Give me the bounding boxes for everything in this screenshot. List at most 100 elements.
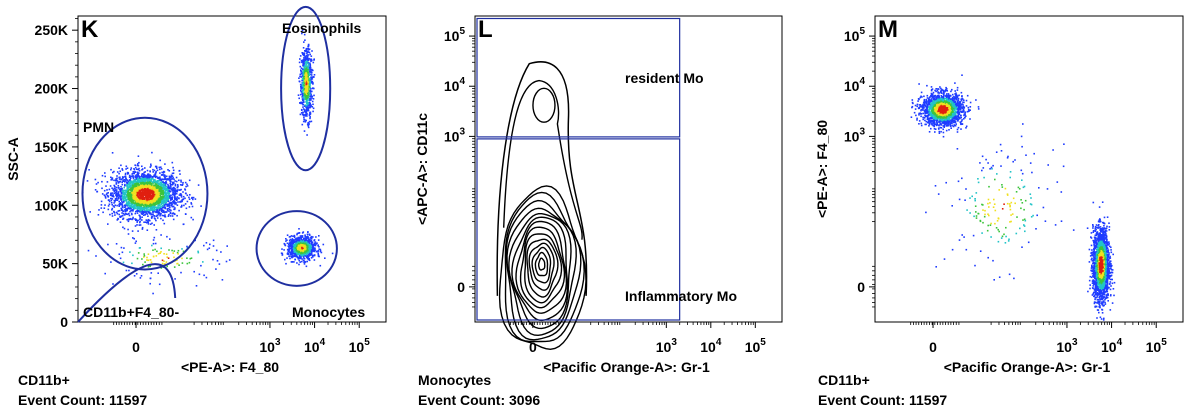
event-point <box>307 81 310 83</box>
event-point <box>166 186 169 189</box>
y-tick-label: 50K <box>42 256 68 272</box>
event-point <box>117 192 119 195</box>
event-point <box>155 170 157 173</box>
event-point <box>162 181 164 184</box>
event-point <box>310 253 313 256</box>
event-point <box>153 236 156 239</box>
event-point <box>180 181 182 183</box>
event-point <box>181 198 184 201</box>
event-point <box>150 178 153 181</box>
event-point <box>119 194 121 196</box>
event-point <box>123 194 126 196</box>
event-point <box>185 185 187 188</box>
event-point <box>97 214 100 216</box>
event-point <box>309 93 311 96</box>
event-point <box>304 239 306 242</box>
event-point <box>295 246 298 248</box>
event-point <box>934 111 937 114</box>
event-point <box>124 193 127 195</box>
contour-level <box>528 242 555 291</box>
event-point <box>139 277 142 279</box>
event-point <box>141 211 144 214</box>
event-point <box>301 60 304 63</box>
event-point <box>162 211 164 213</box>
event-point <box>134 164 136 166</box>
event-point <box>171 181 174 184</box>
event-point <box>166 256 168 258</box>
event-point <box>302 61 305 64</box>
event-point <box>299 83 302 86</box>
event-point <box>293 244 296 246</box>
contour-level <box>534 251 549 277</box>
event-point <box>172 218 175 221</box>
event-point <box>289 253 292 255</box>
event-point <box>137 168 140 171</box>
event-point <box>154 190 156 192</box>
event-point <box>304 39 306 41</box>
event-point <box>119 221 122 223</box>
event-point <box>286 234 289 236</box>
event-point <box>154 242 157 245</box>
event-point <box>116 219 119 221</box>
scatter-points <box>910 74 1116 321</box>
event-point <box>136 202 138 204</box>
contour-level <box>532 87 556 123</box>
event-point <box>134 186 137 189</box>
event-point <box>114 204 116 207</box>
x-axis-ticks: 0 103 104 105 <box>510 322 766 355</box>
event-point <box>309 70 312 73</box>
event-point <box>135 196 137 199</box>
event-point <box>163 175 165 178</box>
event-point <box>309 98 311 100</box>
x-axis-label: <Pacific Orange-A>: Gr-1 <box>543 359 710 375</box>
event-point <box>149 219 151 222</box>
event-point <box>143 198 146 200</box>
event-point <box>318 255 320 258</box>
event-point <box>157 200 160 202</box>
event-point <box>164 214 166 216</box>
event-point <box>317 252 319 255</box>
event-point <box>170 209 172 212</box>
event-point <box>153 174 156 176</box>
event-point <box>121 177 124 180</box>
event-point <box>149 182 151 185</box>
event-point <box>114 185 116 188</box>
event-point <box>304 235 306 238</box>
event-point <box>167 178 170 181</box>
event-point <box>162 201 165 203</box>
event-point <box>313 59 315 61</box>
gate-monocytes <box>255 210 338 287</box>
event-point <box>124 206 127 208</box>
event-point <box>309 103 311 105</box>
event-point <box>135 176 137 179</box>
event-point <box>149 196 152 199</box>
event-point <box>150 180 153 182</box>
event-point <box>129 205 131 208</box>
event-point <box>138 203 141 206</box>
event-point <box>310 81 312 83</box>
event-point <box>146 192 148 194</box>
event-point <box>306 60 309 63</box>
event-point <box>305 57 307 60</box>
event-point <box>310 95 312 97</box>
event-point <box>124 212 127 215</box>
event-point <box>178 194 181 196</box>
event-point <box>314 241 317 243</box>
event-point <box>162 219 164 222</box>
event-point <box>300 239 303 242</box>
event-point <box>157 176 159 179</box>
event-point <box>301 235 303 237</box>
event-point <box>304 234 306 236</box>
event-point <box>305 98 307 100</box>
event-point <box>107 243 109 246</box>
event-point <box>303 130 306 132</box>
event-point <box>191 205 194 208</box>
event-point <box>113 210 115 213</box>
event-point <box>141 201 144 204</box>
event-point <box>172 176 174 179</box>
event-point <box>165 261 168 263</box>
event-point <box>188 261 191 264</box>
event-point <box>302 259 305 262</box>
event-point <box>139 205 141 207</box>
event-point <box>136 168 138 170</box>
